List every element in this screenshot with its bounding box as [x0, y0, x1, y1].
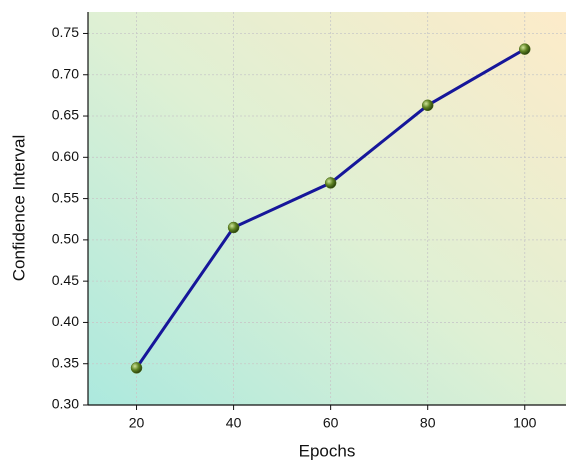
marker: [519, 43, 531, 55]
y-tick-label: 0.70: [52, 65, 79, 81]
y-axis-title: Confidence Interval: [9, 135, 28, 281]
x-tick-label: 60: [323, 415, 339, 431]
y-tick-label: 0.65: [52, 107, 79, 123]
y-tick-label: 0.60: [52, 148, 79, 164]
y-tick-label: 0.75: [52, 24, 79, 40]
x-tick-label: 40: [226, 415, 242, 431]
y-tick-label: 0.45: [52, 272, 79, 288]
x-tick-label: 80: [420, 415, 436, 431]
marker: [227, 221, 240, 234]
x-tick-label: 20: [129, 415, 145, 431]
y-tick-label: 0.30: [52, 396, 79, 412]
y-tick-label: 0.35: [52, 354, 79, 370]
marker: [324, 177, 337, 189]
marker: [421, 99, 434, 112]
plot-area: [88, 12, 566, 405]
x-tick-label: 100: [513, 415, 537, 431]
y-tick-label: 0.40: [52, 313, 79, 329]
y-tick-label: 0.50: [52, 231, 79, 247]
y-tick-label: 0.55: [52, 189, 79, 205]
x-axis-title: Epochs: [299, 441, 356, 460]
marker: [130, 362, 143, 374]
